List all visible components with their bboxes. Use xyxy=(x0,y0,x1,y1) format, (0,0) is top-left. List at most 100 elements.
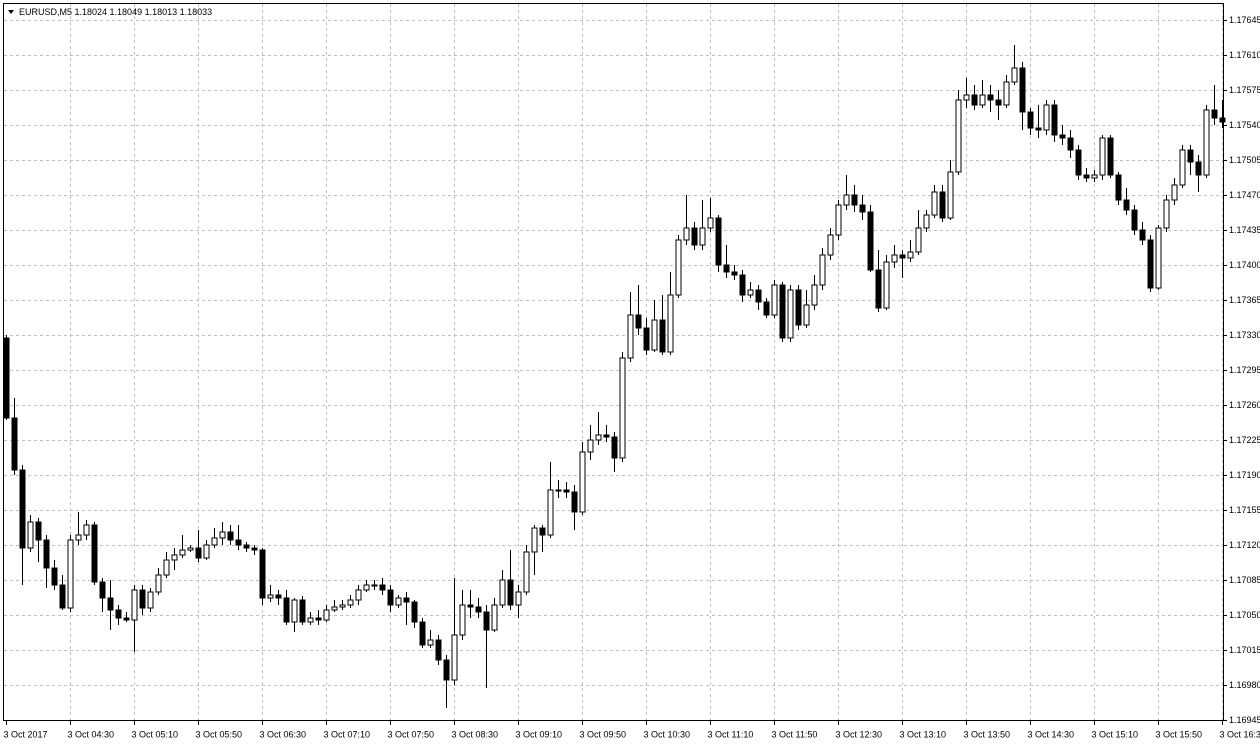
candle-body xyxy=(443,659,450,681)
candle-body xyxy=(483,611,490,631)
candle-body xyxy=(827,234,834,256)
candle-body xyxy=(883,261,890,309)
candle-body xyxy=(339,604,346,608)
candle-body xyxy=(83,524,90,536)
candle-body xyxy=(1163,199,1170,229)
candle-body xyxy=(235,539,242,546)
y-tick-label: 1.17260 xyxy=(1229,400,1260,410)
candle-body xyxy=(851,194,858,206)
candle-body xyxy=(963,94,970,101)
candle-body xyxy=(1155,227,1162,289)
y-tick-label: 1.17120 xyxy=(1229,540,1260,550)
x-tick-label: 3 Oct 13:10 xyxy=(900,729,947,739)
y-tick-label: 1.17225 xyxy=(1229,435,1260,445)
candle-body xyxy=(299,599,306,623)
candle-body xyxy=(819,254,826,286)
candle-body xyxy=(1195,161,1202,176)
candle-body xyxy=(131,589,138,621)
candle-body xyxy=(459,604,466,636)
candle-body xyxy=(371,584,378,587)
candle-body xyxy=(563,489,570,493)
candle-body xyxy=(627,314,634,359)
candle-body xyxy=(187,547,194,551)
x-tick-label: 3 Oct 05:50 xyxy=(196,729,243,739)
candle-body xyxy=(523,551,530,593)
candle-body xyxy=(1083,174,1090,179)
candle-body xyxy=(139,589,146,609)
candle-body xyxy=(67,539,74,609)
candle-body xyxy=(1171,184,1178,201)
candle-body xyxy=(763,301,770,316)
candle-body xyxy=(1019,67,1026,113)
y-tick-label: 1.17085 xyxy=(1229,575,1260,585)
candle-body xyxy=(211,537,218,546)
candle-body xyxy=(179,549,186,556)
candle-body xyxy=(571,491,578,513)
candle-body xyxy=(995,99,1002,106)
candle-body xyxy=(731,271,738,276)
x-tick-label: 3 Oct 2017 xyxy=(4,729,48,739)
candle-body xyxy=(251,547,258,551)
y-tick-label: 1.17505 xyxy=(1229,155,1260,165)
candle-body xyxy=(1051,104,1058,136)
candle-body xyxy=(1099,137,1106,176)
plot-frame xyxy=(3,3,1224,721)
candle-body xyxy=(347,599,354,606)
candle-body xyxy=(219,531,226,539)
candle-body xyxy=(875,269,882,309)
candle-body xyxy=(1011,67,1018,83)
candle-body xyxy=(195,547,202,559)
candle-body xyxy=(171,554,178,561)
candle-body xyxy=(1187,149,1194,163)
candle-body xyxy=(835,204,842,236)
candle-body xyxy=(323,609,330,621)
candle-body xyxy=(99,581,106,599)
candle-body xyxy=(747,289,754,296)
candle-body xyxy=(931,191,938,216)
x-tick-label: 3 Oct 11:50 xyxy=(772,729,818,739)
candle-body xyxy=(123,617,130,621)
x-tick-label: 3 Oct 10:30 xyxy=(644,729,691,739)
candle-body xyxy=(1179,149,1186,186)
candle-body xyxy=(1035,127,1042,131)
candle-body xyxy=(667,294,674,353)
candle-body xyxy=(43,539,50,569)
x-tick-label: 3 Oct 11:10 xyxy=(708,729,754,739)
x-tick-label: 3 Oct 04:30 xyxy=(68,729,115,739)
candle-body xyxy=(227,531,234,541)
x-tick-label: 3 Oct 06:30 xyxy=(260,729,307,739)
candle-body xyxy=(267,594,274,599)
candle-body xyxy=(907,251,914,259)
candle-body xyxy=(579,451,586,513)
candle-body xyxy=(507,579,514,606)
candle-body xyxy=(355,589,362,601)
y-tick-label: 1.17365 xyxy=(1229,295,1260,305)
candle-body xyxy=(91,524,98,583)
candle-body xyxy=(867,211,874,271)
candle-body xyxy=(387,589,394,606)
y-tick-label: 1.17050 xyxy=(1229,610,1260,620)
candle-body xyxy=(611,436,618,459)
y-tick-label: 1.17575 xyxy=(1229,85,1260,95)
candle-body xyxy=(771,284,778,316)
candle-body xyxy=(59,584,66,609)
candle-body xyxy=(283,597,290,623)
candle-body xyxy=(1091,174,1098,179)
candle-body xyxy=(19,469,26,549)
candle-body xyxy=(3,337,10,419)
x-tick-label: 3 Oct 07:50 xyxy=(388,729,435,739)
candle-body xyxy=(1139,229,1146,241)
menu-triangle xyxy=(8,10,14,14)
candle-body xyxy=(243,544,250,549)
candle-body xyxy=(1003,81,1010,106)
candle-body xyxy=(715,217,722,266)
candle-body xyxy=(435,639,442,661)
y-tick-label: 1.17610 xyxy=(1229,50,1260,60)
x-tick-label: 3 Oct 05:10 xyxy=(132,729,179,739)
candle-body xyxy=(203,544,210,559)
candle-body xyxy=(1211,109,1218,119)
candle-body xyxy=(1131,209,1138,231)
candle-body xyxy=(499,579,506,606)
candle-body xyxy=(547,489,554,536)
